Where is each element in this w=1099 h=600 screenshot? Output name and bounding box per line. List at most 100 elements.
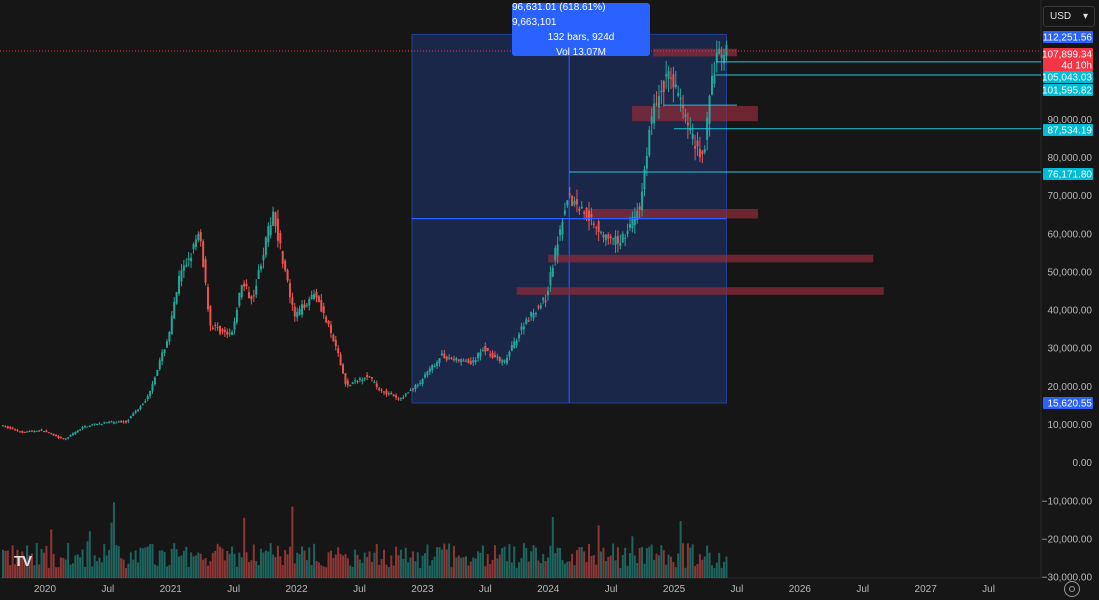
candle-body	[235, 309, 238, 323]
candle-body	[33, 431, 36, 433]
candle-body	[120, 421, 123, 423]
candle-body	[542, 297, 545, 301]
chevron-down-icon: ▾	[1082, 11, 1088, 22]
volume-bar	[339, 554, 342, 578]
volume-bar	[38, 564, 41, 578]
candle-body	[612, 238, 615, 240]
candle-body	[556, 244, 559, 256]
zone-rect	[653, 48, 737, 57]
candle-body	[575, 199, 578, 205]
price-tag-label: 105,043.03	[1042, 73, 1092, 84]
volume-bar	[387, 567, 390, 578]
volume-bar	[158, 550, 161, 578]
volume-bar	[484, 566, 487, 578]
candle-body	[496, 356, 499, 358]
candle-body	[79, 429, 82, 431]
candle-body	[597, 221, 600, 232]
volume-bar	[426, 544, 429, 578]
candle-body	[81, 427, 84, 429]
volume-bar	[175, 549, 178, 578]
candle-body	[378, 388, 381, 390]
candle-body	[62, 438, 65, 440]
volume-bar	[445, 549, 448, 578]
volume-bar	[614, 560, 617, 578]
candle-body	[88, 425, 91, 427]
volume-bar	[305, 560, 308, 578]
volume-bar	[262, 552, 265, 578]
candle-body	[322, 306, 325, 314]
volume-bar	[346, 558, 349, 578]
time-tick-label: 2026	[789, 584, 812, 595]
candle-body	[457, 359, 460, 362]
volume-bar	[9, 564, 12, 578]
volume-bar	[549, 545, 552, 578]
volume-bar	[619, 567, 622, 578]
candle-body	[262, 255, 265, 261]
volume-bar	[602, 547, 605, 578]
candle-body	[551, 267, 554, 277]
settings-icon[interactable]	[1064, 581, 1080, 597]
candle-body	[334, 339, 337, 347]
volume-bar	[344, 553, 347, 578]
volume-bar	[713, 567, 716, 578]
candle-body	[607, 234, 610, 239]
volume-bar	[493, 545, 496, 578]
candle-body	[580, 206, 583, 209]
candle-body	[361, 379, 364, 382]
candle-body	[332, 334, 335, 342]
volume-bar	[149, 544, 152, 578]
candle-body	[170, 315, 173, 335]
candle-body	[491, 352, 494, 358]
volume-bar	[457, 555, 460, 578]
volume-bar	[274, 557, 277, 578]
candle-body	[493, 354, 496, 357]
candle-body	[554, 248, 557, 261]
candle-body	[272, 211, 275, 226]
candle-body	[105, 422, 108, 424]
currency-selector[interactable]: USD ▾	[1043, 6, 1095, 27]
volume-bar	[662, 550, 665, 578]
volume-bar	[375, 544, 378, 578]
candle-body	[30, 430, 33, 432]
volume-bar	[356, 554, 359, 578]
volume-bar	[689, 547, 692, 578]
candle-body	[83, 426, 86, 428]
price-tag-label: 76,171.80	[1048, 170, 1093, 181]
volume-bar	[124, 567, 127, 578]
volume-bar	[674, 567, 677, 578]
candle-body	[301, 304, 304, 315]
volume-bar	[214, 550, 217, 578]
tradingview-logo[interactable]: TV	[14, 553, 32, 570]
candle-body	[373, 381, 376, 383]
candle-body	[117, 421, 120, 423]
volume-bar	[561, 560, 564, 578]
volume-bar	[168, 564, 171, 578]
candle-body	[428, 368, 431, 372]
candle-body	[206, 287, 209, 310]
volume-bar	[178, 556, 181, 578]
candle-body	[325, 316, 328, 323]
volume-bar	[708, 552, 711, 578]
volume-bar	[216, 543, 219, 578]
volume-bar	[2, 549, 4, 578]
volume-bar	[636, 563, 639, 578]
volume-bar	[715, 562, 718, 578]
volume-bar	[436, 547, 439, 578]
candle-body	[559, 229, 562, 236]
volume-bar	[67, 543, 70, 578]
volume-bar	[703, 556, 706, 578]
volume-bar	[105, 555, 108, 578]
volume-bar	[219, 546, 222, 578]
volume-bar	[231, 546, 234, 578]
volume-bar	[151, 544, 154, 578]
candle-body	[626, 231, 629, 235]
candle-body	[402, 397, 405, 399]
volume-bar	[460, 557, 463, 578]
volume-bar	[313, 543, 316, 578]
candle-body	[337, 348, 340, 354]
candle-body	[202, 241, 205, 267]
candle-body	[351, 382, 354, 385]
candle-body	[327, 320, 330, 325]
volume-bar	[450, 567, 453, 578]
